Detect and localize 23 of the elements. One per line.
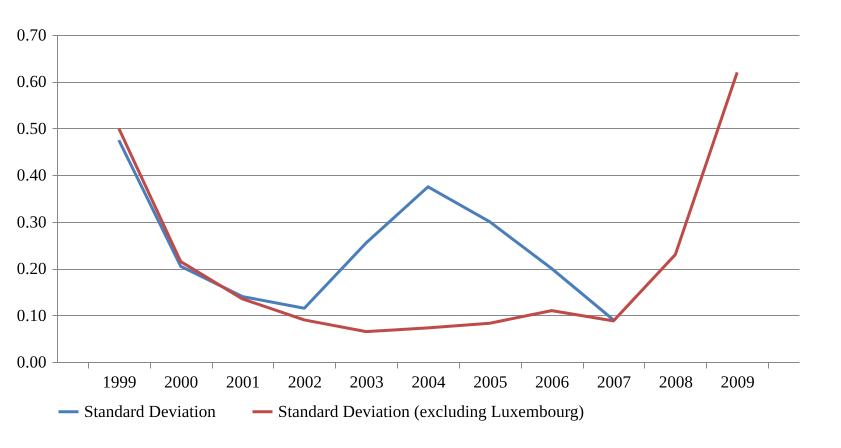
x-tick-label: 2009 <box>720 372 755 392</box>
x-tick-label: 2003 <box>350 372 384 392</box>
legend-label: Standard Deviation <box>84 402 216 421</box>
line-series <box>117 70 739 334</box>
y-tick-label: 0.30 <box>16 212 46 232</box>
y-tick-label: 0.50 <box>16 118 46 138</box>
y-tick-label: 0.20 <box>16 259 46 278</box>
x-tick-label: 2008 <box>658 372 693 392</box>
x-tick-label: 2004 <box>412 372 446 392</box>
x-tick-label: 2007 <box>597 372 632 392</box>
x-tick-label: 2002 <box>288 372 322 392</box>
x-tick-label: 2005 <box>473 372 508 392</box>
y-tick-label: 0.40 <box>16 166 46 185</box>
x-tick-label: 2001 <box>226 372 260 392</box>
y-tick-label: 0.10 <box>16 306 46 325</box>
x-tick-label: 2006 <box>535 372 570 392</box>
line-series <box>117 138 615 322</box>
legend-label: Standard Deviation (excluding Luxembourg) <box>278 402 584 421</box>
y-tick-label: 0.60 <box>16 72 46 92</box>
y-tick-label: 0.70 <box>16 26 46 44</box>
y-tick-label: 0.00 <box>16 352 46 372</box>
x-tick-label: 1999 <box>102 372 136 392</box>
x-tick-label: 2000 <box>164 372 198 392</box>
